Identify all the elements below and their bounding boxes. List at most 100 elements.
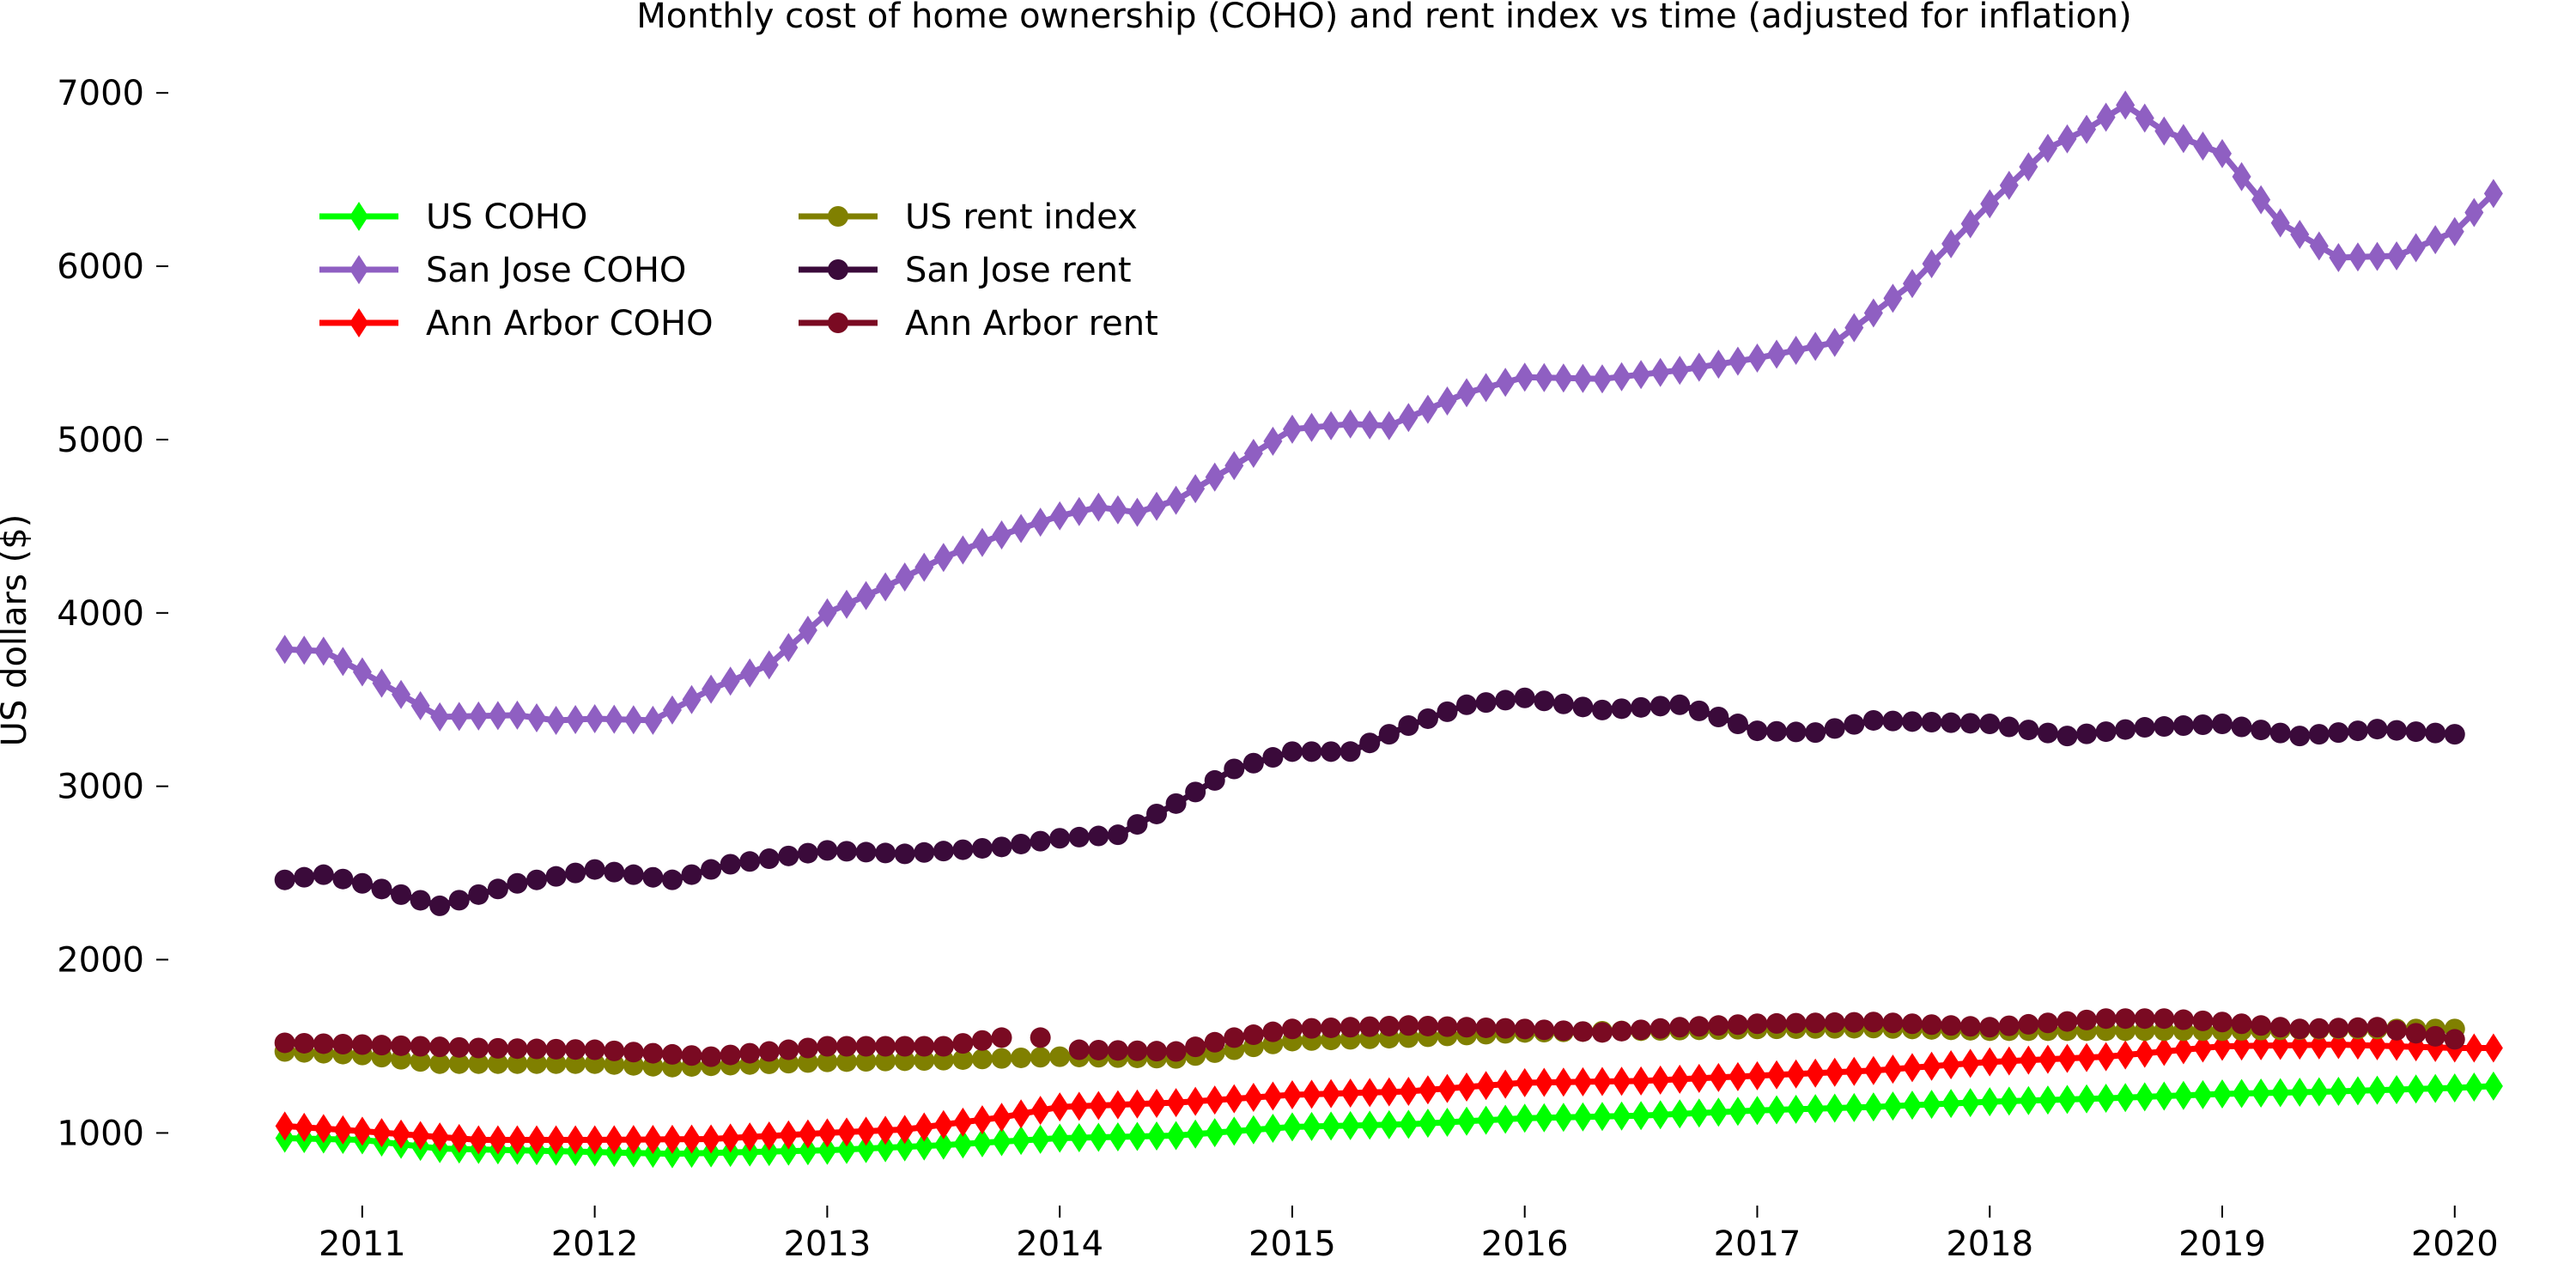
- data-point: [295, 635, 314, 665]
- data-point: [992, 519, 1012, 550]
- data-point: [2289, 726, 2311, 747]
- x-tick-label: 2018: [1946, 1224, 2033, 1264]
- data-point: [1592, 364, 1612, 394]
- legend-item-san-jose-rent: San Jose rent: [799, 251, 1132, 290]
- data-point: [2135, 103, 2154, 133]
- data-point: [1050, 1092, 1070, 1122]
- data-point: [914, 1131, 934, 1161]
- data-point: [1844, 313, 1864, 343]
- data-point: [1205, 462, 1224, 492]
- data-point: [1340, 409, 1360, 439]
- data-point: [1049, 828, 1071, 849]
- data-point: [1688, 700, 1710, 721]
- data-point: [2057, 1084, 2077, 1115]
- data-point: [1457, 1072, 1477, 1102]
- data-point: [1165, 793, 1187, 814]
- data-point: [1049, 1046, 1071, 1067]
- data-point: [1922, 1051, 1941, 1081]
- data-point: [295, 1112, 314, 1142]
- data-point: [1959, 1016, 1981, 1037]
- data-point: [1553, 1103, 1573, 1133]
- data-point: [1553, 1067, 1573, 1097]
- data-point: [643, 705, 663, 735]
- data-point: [1901, 711, 1923, 732]
- data-point: [294, 1032, 315, 1054]
- data-point: [1108, 1121, 1127, 1151]
- data-point: [1359, 1016, 1381, 1037]
- data-point: [605, 1125, 624, 1155]
- data-point: [1941, 1089, 1961, 1119]
- series-ann-arbor-coho: [275, 1030, 2503, 1155]
- data-point: [1360, 410, 1380, 440]
- data-point: [1631, 1101, 1651, 1131]
- data-point: [759, 1137, 779, 1167]
- data-point: [488, 701, 507, 731]
- data-point: [2270, 1078, 2290, 1108]
- data-point: [1708, 706, 1729, 727]
- data-point: [914, 1112, 934, 1142]
- data-point: [2213, 1079, 2232, 1109]
- data-point: [1205, 1118, 1224, 1148]
- data-point: [798, 615, 817, 645]
- data-point: [2231, 716, 2252, 738]
- data-point: [702, 1124, 721, 1154]
- data-point: [2076, 723, 2098, 744]
- data-point: [1263, 426, 1283, 456]
- data-point: [876, 572, 896, 602]
- data-point: [1242, 752, 1264, 774]
- data-point: [2426, 1073, 2445, 1103]
- data-point: [2154, 716, 2175, 738]
- data-point: [1224, 1027, 1245, 1048]
- data-point: [1301, 1018, 1322, 1039]
- data-point: [1186, 1119, 1206, 1149]
- data-point: [1534, 1019, 1555, 1041]
- data-point: [2077, 1084, 2097, 1114]
- data-point: [972, 527, 992, 557]
- data-point: [2057, 726, 2078, 747]
- data-point: [1012, 513, 1031, 544]
- data-point: [2193, 1079, 2213, 1109]
- data-point: [1844, 714, 1865, 735]
- data-point: [1012, 1126, 1031, 1156]
- data-point: [274, 869, 295, 890]
- y-tick-label: 1000: [57, 1114, 144, 1153]
- x-tick-label: 2012: [551, 1224, 639, 1264]
- data-point: [584, 1039, 605, 1060]
- data-point: [701, 1046, 722, 1067]
- data-point: [2057, 1043, 2077, 1073]
- data-point: [1612, 1101, 1631, 1131]
- data-point: [971, 1048, 993, 1070]
- data-point: [1806, 331, 1826, 361]
- data-point: [1534, 362, 1554, 392]
- data-point: [566, 1125, 586, 1155]
- data-point: [1185, 1036, 1206, 1058]
- data-point: [953, 535, 973, 565]
- data-point: [1592, 1066, 1612, 1097]
- data-point: [1107, 1040, 1128, 1061]
- data-point: [758, 1041, 780, 1062]
- data-point: [1591, 1022, 1613, 1043]
- data-point: [1688, 1016, 1710, 1037]
- data-point: [895, 562, 914, 592]
- data-point: [1631, 360, 1651, 390]
- data-point: [448, 1053, 470, 1074]
- data-point: [1108, 1090, 1127, 1120]
- data-point: [778, 845, 799, 866]
- data-point: [1186, 474, 1206, 504]
- data-point: [1224, 758, 1245, 780]
- chart-title: Monthly cost of home ownership (COHO) an…: [636, 0, 2132, 36]
- data-point: [1534, 690, 1555, 712]
- data-point: [2115, 1008, 2136, 1030]
- data-point: [875, 1050, 896, 1072]
- data-point: [856, 1133, 876, 1163]
- data-point: [1650, 1065, 1670, 1095]
- data-point: [1689, 1098, 1709, 1128]
- legend-marker: [349, 202, 368, 231]
- data-point: [1979, 1017, 2001, 1038]
- data-point: [1340, 1110, 1360, 1140]
- data-point: [1767, 1095, 1787, 1125]
- data-point: [1068, 1039, 1090, 1060]
- data-point: [1378, 1015, 1400, 1036]
- data-point: [527, 702, 547, 732]
- data-point: [1185, 781, 1206, 803]
